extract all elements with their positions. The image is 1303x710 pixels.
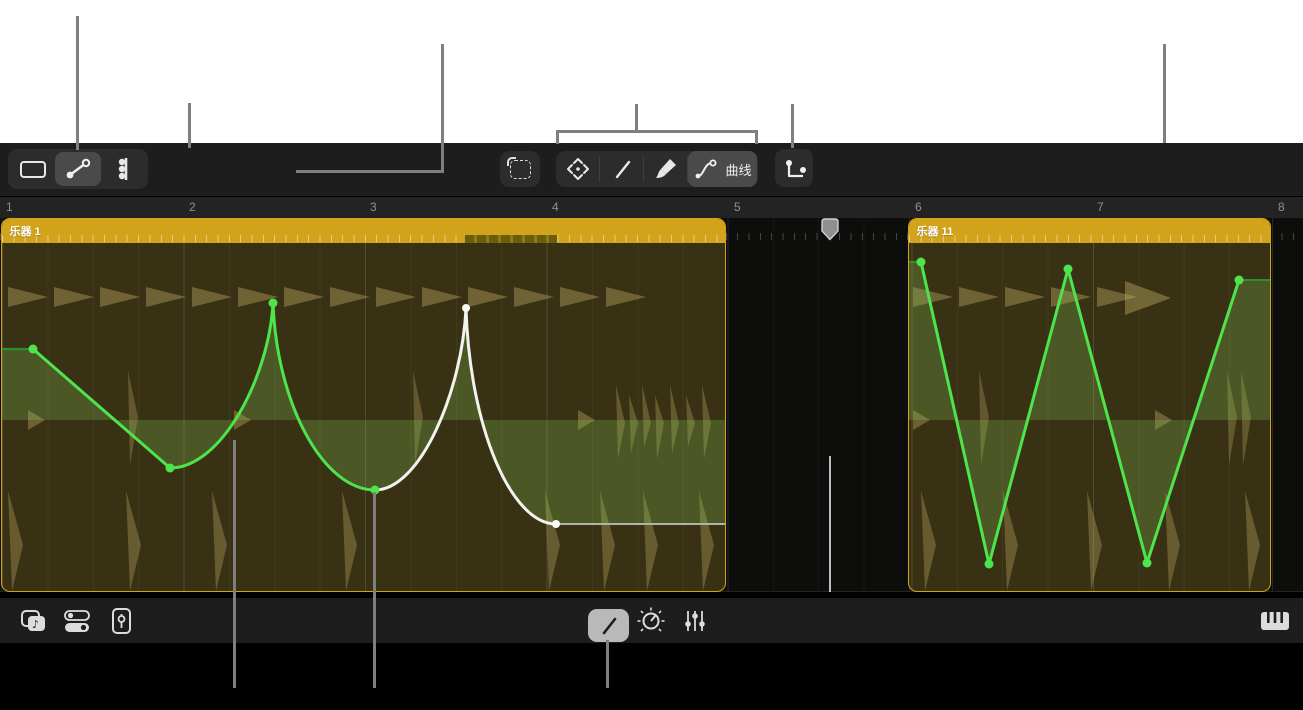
playhead-handle[interactable] bbox=[821, 218, 839, 241]
bar-number: 5 bbox=[734, 200, 741, 214]
callout-curve-area-1 bbox=[233, 440, 236, 688]
bottom-toolbar: ♪ bbox=[0, 598, 1303, 643]
bar-ruler[interactable]: 1 2 3 4 5 6 7 8 bbox=[0, 196, 1303, 218]
callout-tools-bracket bbox=[556, 130, 758, 133]
region-instrument-1[interactable]: 乐器 1 bbox=[0, 218, 726, 592]
mixer-sliders-icon bbox=[685, 610, 705, 631]
callout-automation-view bbox=[76, 16, 79, 150]
callout-step-tool bbox=[791, 104, 794, 148]
edit-tools-group: 曲线 bbox=[556, 151, 758, 187]
region-rect-icon bbox=[20, 160, 46, 178]
callout-pencil-button bbox=[606, 640, 609, 688]
region-header-ticks bbox=[1, 235, 725, 242]
automation-curve-region-1[interactable] bbox=[1, 219, 726, 592]
bar-number: 3 bbox=[370, 200, 377, 214]
callout-automation-mode bbox=[188, 103, 191, 148]
region-name: 乐器 1 bbox=[9, 226, 41, 238]
curve-icon bbox=[696, 159, 717, 179]
region-grid bbox=[1, 243, 725, 591]
region-header[interactable]: 乐器 1 bbox=[1, 219, 725, 243]
top-toolbar: 自动化 Read 参数 声相 bbox=[0, 143, 1303, 326]
curve-tool-button[interactable]: 曲线 bbox=[688, 151, 757, 187]
loop-browser-button[interactable]: ♪ bbox=[14, 598, 52, 643]
track-controls-button[interactable] bbox=[58, 598, 96, 643]
region-grid bbox=[908, 243, 1270, 591]
brush-tool-button[interactable] bbox=[644, 151, 687, 187]
piano-keyboard-icon bbox=[1261, 611, 1289, 630]
step-tool-icon bbox=[786, 160, 806, 178]
callout-tools-bracket-left bbox=[556, 130, 559, 144]
loops-icon: ♪ bbox=[21, 609, 45, 631]
move-tool-icon bbox=[566, 158, 589, 180]
marquee-select-button[interactable] bbox=[500, 151, 540, 187]
move-tool-button[interactable] bbox=[556, 151, 599, 187]
automation-curve-icon bbox=[66, 158, 91, 179]
nudge-controls-button[interactable] bbox=[632, 598, 670, 643]
keyboard-button[interactable] bbox=[1255, 598, 1295, 643]
knob-dial-icon bbox=[637, 607, 665, 632]
region-header[interactable]: 乐器 11 bbox=[908, 219, 1270, 243]
automation-view-button[interactable] bbox=[55, 152, 101, 186]
regions-view-button[interactable] bbox=[11, 152, 55, 186]
note-velocity-icon bbox=[118, 158, 128, 180]
lower-area: ♪ bbox=[0, 592, 1303, 710]
mixer-button[interactable] bbox=[676, 598, 714, 643]
draw-pencil-button[interactable] bbox=[588, 609, 629, 642]
callout-parameter-v bbox=[441, 44, 444, 173]
fader-box-icon bbox=[112, 607, 131, 634]
region-overview-strip bbox=[464, 235, 557, 243]
callout-snap bbox=[1163, 44, 1166, 143]
bar-number: 2 bbox=[189, 200, 196, 214]
region-instrument-11[interactable]: 乐器 11 bbox=[907, 218, 1271, 592]
view-mode-group bbox=[8, 149, 148, 189]
svg-text:♪: ♪ bbox=[32, 618, 39, 631]
region-header-ticks bbox=[908, 235, 1270, 242]
bar-number: 1 bbox=[6, 200, 13, 214]
bar-number: 8 bbox=[1278, 200, 1285, 214]
step-tool-button[interactable] bbox=[775, 149, 813, 187]
bar-number: 7 bbox=[1097, 200, 1104, 214]
callout-parameter-h bbox=[296, 170, 444, 173]
velocity-view-button[interactable] bbox=[101, 152, 145, 186]
bar-number: 6 bbox=[915, 200, 922, 214]
toggle-switches-icon bbox=[64, 609, 90, 632]
callout-tools-stem bbox=[635, 104, 638, 131]
callout-tools-bracket-right bbox=[755, 130, 758, 144]
curve-tool-label: 曲线 bbox=[725, 162, 752, 178]
playhead-line bbox=[829, 456, 831, 710]
callout-curve-point bbox=[373, 492, 376, 688]
brush-icon bbox=[655, 159, 676, 178]
pencil-icon bbox=[615, 160, 630, 179]
bar-number: 4 bbox=[552, 200, 559, 214]
pencil-icon bbox=[602, 617, 616, 634]
automation-curve-region-11[interactable] bbox=[908, 219, 1271, 592]
marquee-icon bbox=[506, 156, 531, 179]
pencil-tool-button[interactable] bbox=[600, 151, 643, 187]
smart-controls-button[interactable] bbox=[102, 598, 140, 643]
region-name: 乐器 11 bbox=[916, 226, 954, 238]
automation-track-area[interactable]: 乐器 1 乐器 11 bbox=[0, 218, 1303, 710]
